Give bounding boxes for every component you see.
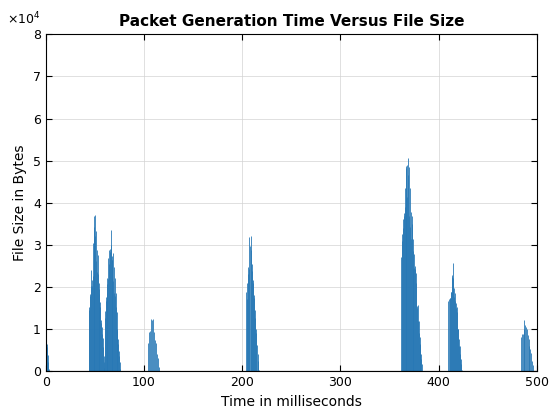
Y-axis label: File Size in Bytes: File Size in Bytes [13, 144, 27, 261]
X-axis label: Time in milliseconds: Time in milliseconds [221, 395, 362, 409]
Text: $\times10^4$: $\times10^4$ [7, 11, 40, 27]
Title: Packet Generation Time Versus File Size: Packet Generation Time Versus File Size [119, 14, 464, 29]
